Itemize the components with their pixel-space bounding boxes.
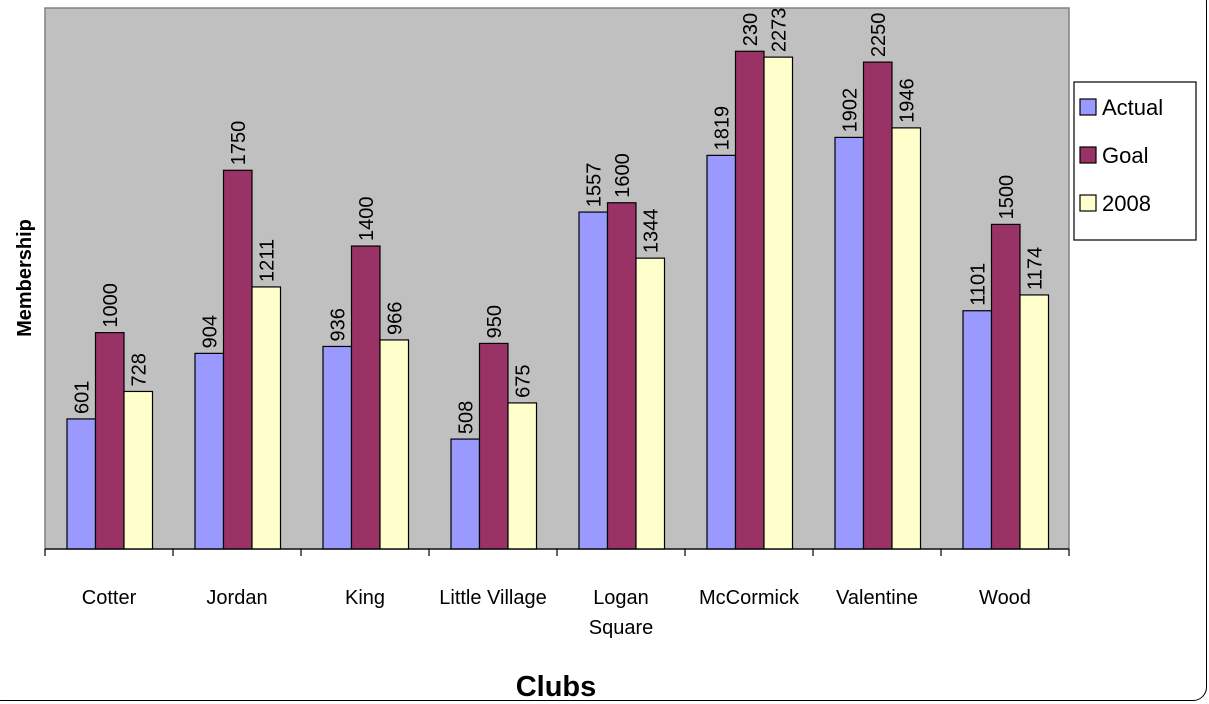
data-label: 1101: [967, 263, 989, 306]
x-tick-label: Valentine: [836, 587, 918, 609]
data-label: 1000: [100, 283, 122, 328]
data-label: 601: [71, 381, 93, 414]
y-axis-title: Membership: [14, 219, 36, 337]
data-labels: 601 1000 728 904 1750 1211 936 1400 966 508 950 675…: [71, 8, 1046, 434]
bar-goal-king: [350, 245, 381, 550]
legend-label: Actual: [1102, 95, 1163, 120]
bar-goal-valentine: [862, 61, 893, 550]
data-label: 675: [512, 365, 534, 398]
bar-actual-king: [322, 345, 353, 550]
bar-2008-wood: [1019, 294, 1050, 550]
bar-actual-mccormick: [706, 154, 737, 550]
legend-label: 2008: [1102, 191, 1151, 216]
x-tick-label: Square: [589, 617, 654, 639]
bar-goal-logan-square: [606, 202, 637, 550]
legend: Actual Goal 2008: [1073, 81, 1197, 241]
bar-goal-wood: [990, 223, 1021, 550]
bar-actual-jordan: [194, 352, 225, 550]
bar-2008-little-village: [507, 402, 538, 550]
data-label: 936: [327, 308, 349, 341]
data-label: 1819: [711, 106, 733, 151]
data-label: 950: [484, 305, 506, 338]
x-tick-label: Wood: [979, 587, 1031, 609]
bar-actual-cotter: [66, 418, 97, 550]
data-label: 1500: [996, 175, 1018, 220]
bar-2008-logan-square: [635, 257, 666, 550]
data-label: 904: [199, 315, 221, 348]
data-label: 1344: [640, 209, 662, 254]
x-tick-label: McCormick: [699, 587, 800, 609]
data-label: 1557: [583, 163, 605, 208]
bar-2008-valentine: [891, 127, 922, 550]
x-tick-label: Jordan: [206, 587, 267, 609]
data-label: 2250: [868, 13, 890, 58]
data-label: 1946: [896, 78, 918, 123]
bar-2008-cotter: [123, 390, 154, 550]
bar-actual-wood: [962, 310, 993, 550]
data-label: 728: [128, 353, 150, 386]
x-ticks: [44, 549, 1070, 556]
bar-goal-little-village: [478, 342, 509, 550]
legend-label: Goal: [1102, 143, 1148, 168]
bar-actual-little-village: [450, 438, 481, 550]
bar-actual-valentine: [834, 136, 865, 550]
data-label: 1600: [612, 153, 634, 198]
bar-2008-jordan: [251, 286, 282, 550]
data-label: 1902: [839, 88, 861, 133]
legend-swatch: [1079, 146, 1097, 164]
data-label: 2273: [768, 8, 790, 53]
data-label: 966: [384, 302, 406, 335]
bars: [66, 50, 1050, 550]
data-label: 1400: [356, 197, 378, 242]
x-tick-label: King: [345, 587, 385, 609]
data-label: 1211: [256, 239, 278, 282]
bar-2008-mccormick: [763, 56, 794, 550]
x-tick-label: Logan: [593, 587, 649, 609]
bar-2008-king: [379, 339, 410, 550]
bar-goal-cotter: [94, 332, 125, 550]
x-tick-label: Cotter: [82, 587, 137, 609]
data-label: 1750: [228, 121, 250, 166]
data-label: 230: [740, 13, 762, 46]
x-tick-label: Little Village: [439, 587, 546, 609]
x-tick-labels: Cotter Jordan King Little Village Logan Squar…: [82, 587, 1031, 639]
bar-goal-jordan: [222, 169, 253, 550]
legend-swatch: [1079, 194, 1097, 212]
legend-swatch: [1079, 98, 1097, 116]
bar-goal-mccormick: [734, 50, 765, 550]
bar-actual-logan-square: [578, 211, 609, 550]
data-label: 1174: [1024, 247, 1046, 290]
x-axis-title: Clubs: [516, 671, 597, 703]
data-label: 508: [455, 401, 477, 434]
